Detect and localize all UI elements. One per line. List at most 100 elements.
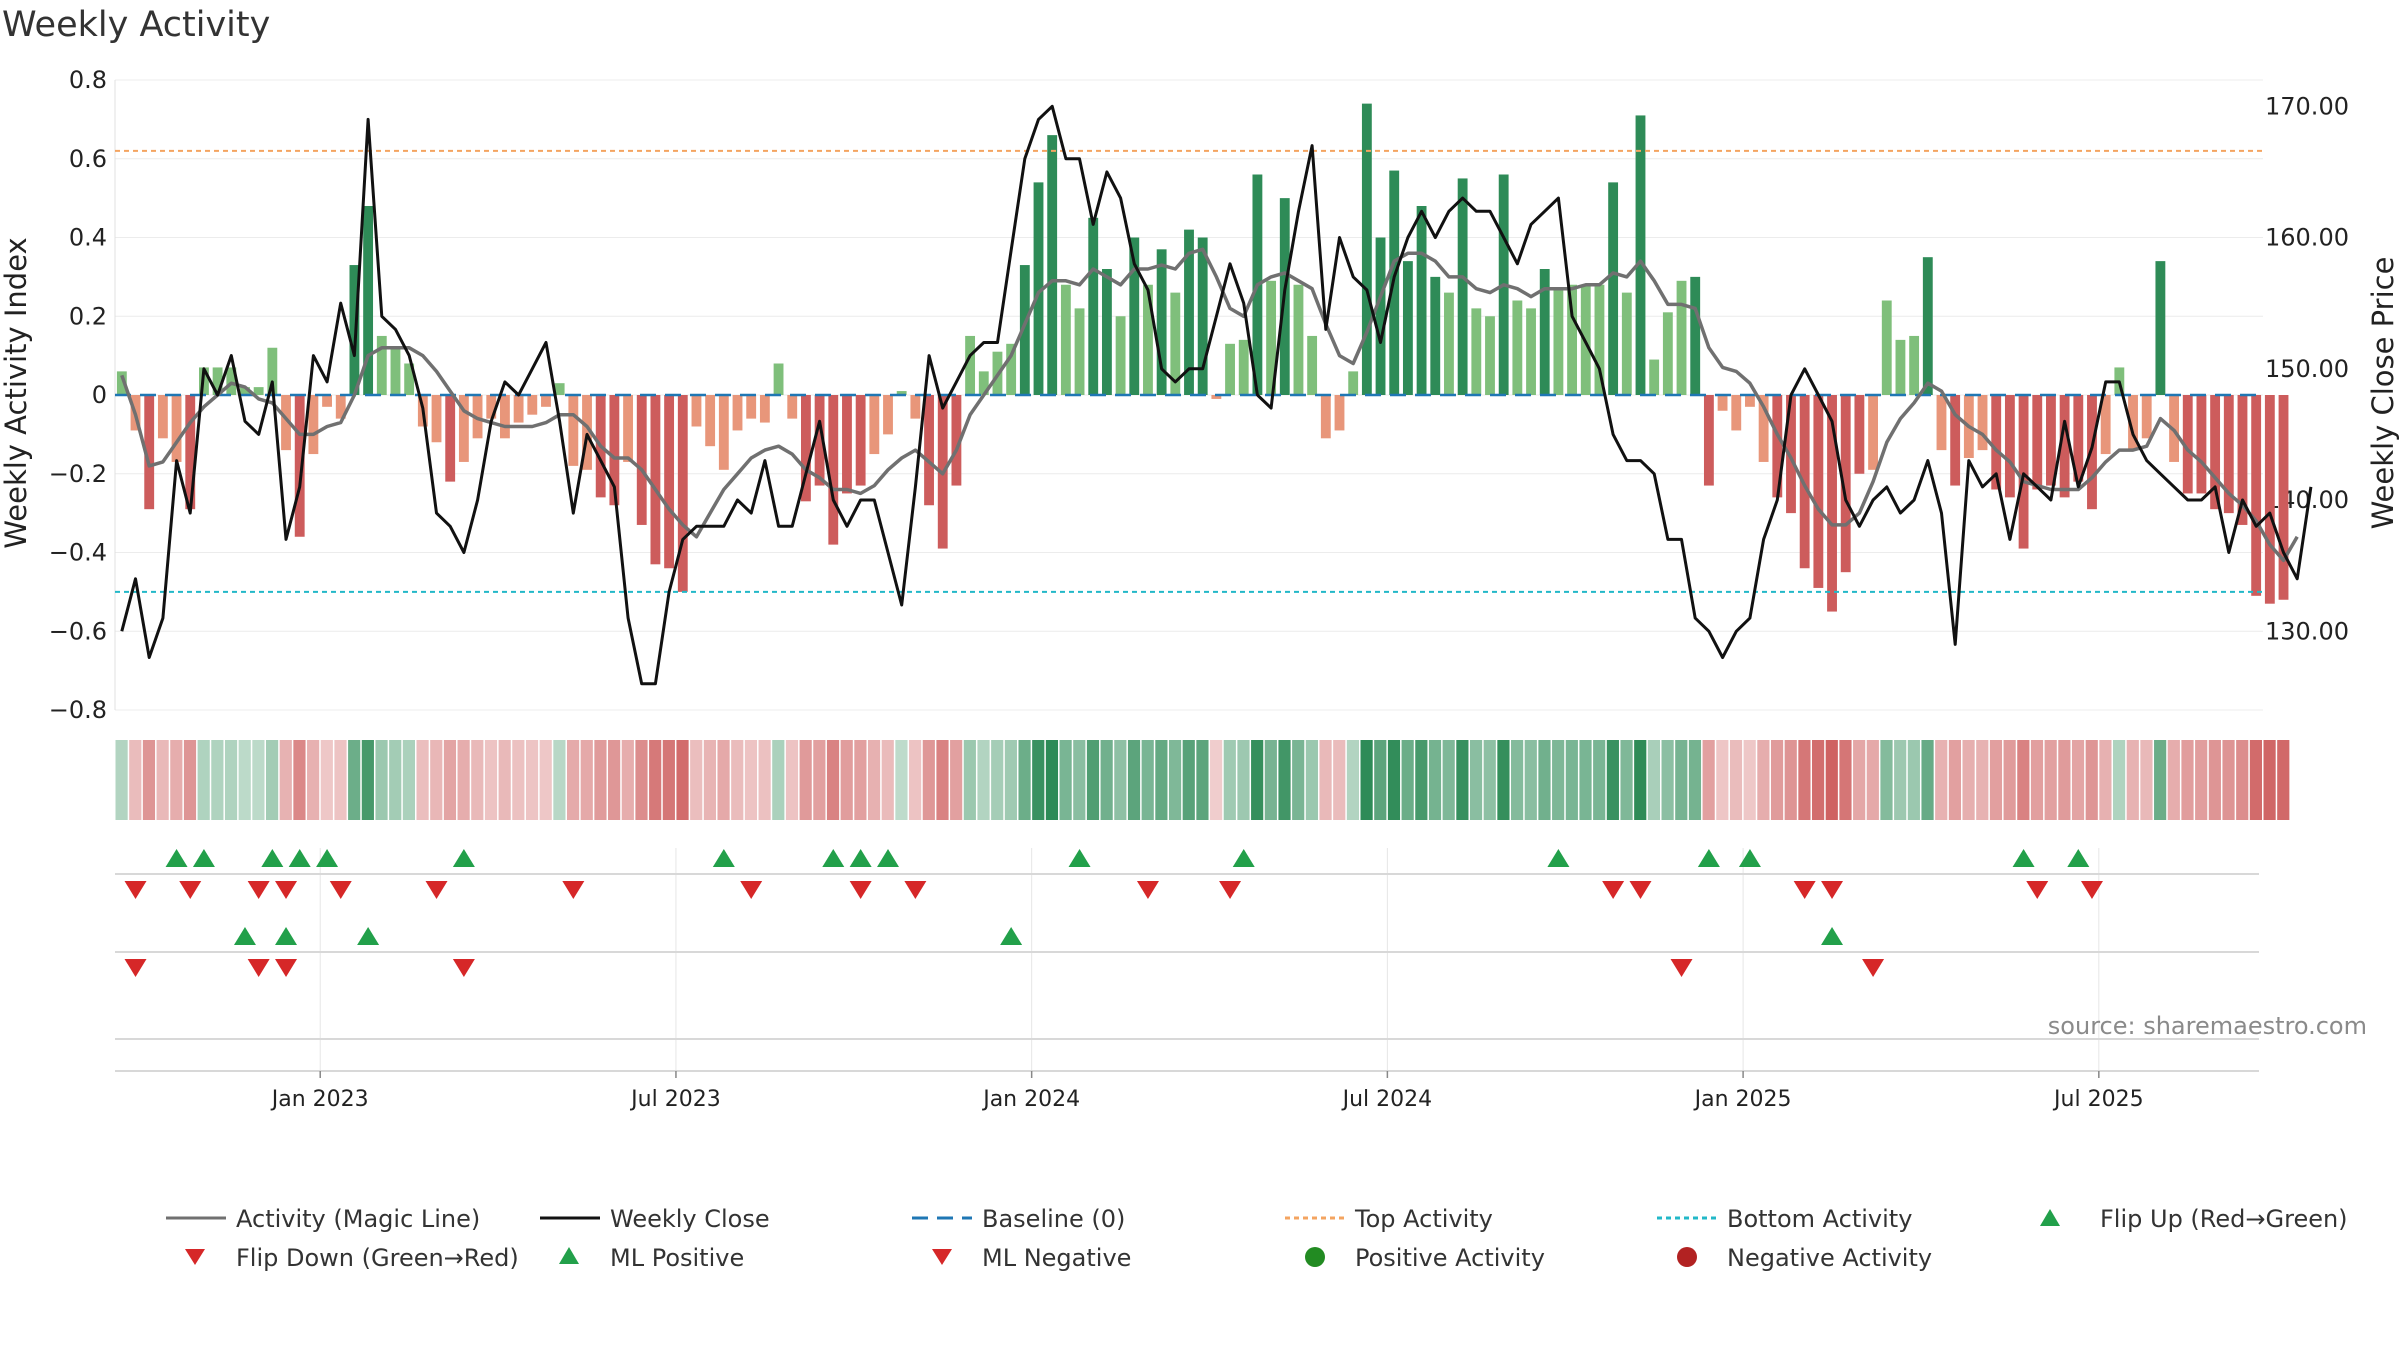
heat-cell	[2017, 740, 2030, 820]
activity-bar	[2210, 395, 2221, 510]
flip-up-marker	[1697, 849, 1720, 867]
x-tick-label: Jul 2024	[1341, 1087, 1433, 1112]
legend-item-top-activity: Top Activity	[1285, 1205, 1493, 1233]
legend-item-bottom-activity: Bottom Activity	[1657, 1205, 1912, 1233]
flip-up-marker	[1232, 849, 1255, 867]
heat-cell	[2126, 740, 2139, 820]
activity-bar	[1430, 276, 1441, 395]
activity-bar	[281, 395, 291, 451]
legend-label-flip-down: Flip Down (Green→Red)	[236, 1244, 519, 1272]
heat-cell	[594, 740, 607, 820]
flip-down-marker	[1821, 881, 1844, 899]
activity-bar	[677, 395, 688, 592]
legend-label-flip-up: Flip Up (Red→Green)	[2100, 1205, 2348, 1233]
heat-cell	[279, 740, 292, 820]
heat-cell	[854, 740, 867, 820]
activity-bar	[869, 395, 880, 455]
heat-cell	[608, 740, 621, 820]
heat-cell	[1374, 740, 1387, 820]
legend-item-positive-activity: Positive Activity	[1305, 1244, 1545, 1272]
heat-cell	[676, 740, 689, 820]
heat-cell	[1059, 740, 1072, 820]
heat-cell	[2003, 740, 2016, 820]
activity-bar	[1184, 229, 1194, 395]
activity-bar	[1786, 395, 1796, 514]
activity-bar	[2155, 261, 2166, 395]
flip-down-marker	[247, 881, 270, 899]
legend-label-baseline: Baseline (0)	[982, 1205, 1125, 1233]
heat-cell	[1511, 740, 1524, 820]
heat-cell	[1579, 740, 1592, 820]
heat-cell	[1675, 740, 1688, 820]
activity-bar	[1539, 269, 1550, 395]
y-tick-label: 0.6	[69, 145, 107, 173]
activity-bar	[787, 395, 798, 419]
activity-bar	[1047, 135, 1058, 395]
heat-cell	[1114, 740, 1127, 820]
activity-bar	[896, 391, 907, 395]
ml-negative-marker	[124, 959, 147, 977]
activity-bar	[1088, 217, 1099, 395]
heat-cell	[1825, 740, 1838, 820]
heat-cell	[690, 740, 703, 820]
flip-up-marker	[1738, 849, 1761, 867]
x-tick-label: Jan 2025	[1693, 1087, 1792, 1112]
chart-title: Weekly Activity	[2, 5, 270, 45]
heat-cell	[1032, 740, 1045, 820]
heat-cell	[2195, 740, 2208, 820]
heat-cell	[1962, 740, 1975, 820]
flip-down-marker	[740, 881, 763, 899]
reference-lines	[115, 149, 2263, 593]
heat-cell	[498, 740, 511, 820]
activity-bar	[582, 395, 592, 470]
legend-label-positive-activity: Positive Activity	[1355, 1244, 1545, 1272]
x-tick-label: Jan 2024	[981, 1087, 1080, 1112]
ml-positive-marker	[357, 927, 380, 945]
flip-down-marker	[124, 881, 147, 899]
heat-cell	[457, 740, 470, 820]
activity-bar	[308, 395, 319, 455]
heat-cell	[2099, 740, 2112, 820]
heat-cell	[1100, 740, 1113, 820]
activity-bar	[253, 387, 264, 395]
activity-bar	[486, 395, 497, 419]
flip-up-marker	[316, 849, 339, 867]
heat-cell	[826, 740, 840, 820]
heat-cell	[1497, 740, 1510, 820]
heat-cell	[621, 740, 634, 820]
heat-cell	[2085, 740, 2098, 820]
activity-bar	[814, 395, 825, 486]
heat-cell	[211, 740, 224, 820]
activity-bar	[1922, 257, 1933, 395]
heat-cell	[1976, 740, 1989, 820]
activity-bar	[910, 395, 921, 419]
activity-bar	[2128, 395, 2138, 451]
activity-bar	[1225, 343, 1235, 395]
activity-bar	[2073, 395, 2084, 482]
series-lines	[120, 104, 2313, 686]
magic-line	[120, 247, 2299, 563]
activity-bar	[1471, 308, 1482, 395]
activity-bar	[759, 395, 770, 423]
heat-cell	[1251, 740, 1264, 820]
activity-bar	[2223, 395, 2234, 514]
heat-cell	[1292, 740, 1305, 820]
activity-bar	[1074, 308, 1085, 395]
activity-bar	[1033, 182, 1044, 395]
activity-bar	[1170, 292, 1181, 395]
activity-bar	[1402, 261, 1413, 395]
heat-cell	[1223, 740, 1236, 820]
heat-cell	[1948, 740, 1962, 820]
activity-bar	[527, 395, 538, 415]
activity-bar	[2196, 395, 2207, 494]
heat-cell	[1921, 740, 1934, 820]
activity-bar	[773, 363, 784, 395]
heat-cell	[553, 740, 566, 820]
activity-bar	[828, 395, 839, 545]
legend-item-weekly-close: Weekly Close	[540, 1205, 770, 1233]
heat-cell	[1702, 740, 1715, 820]
activity-bar	[1854, 395, 1865, 474]
heat-cell	[1237, 740, 1250, 820]
activity-bar	[1676, 280, 1687, 395]
flip-up-marker	[1547, 849, 1570, 867]
